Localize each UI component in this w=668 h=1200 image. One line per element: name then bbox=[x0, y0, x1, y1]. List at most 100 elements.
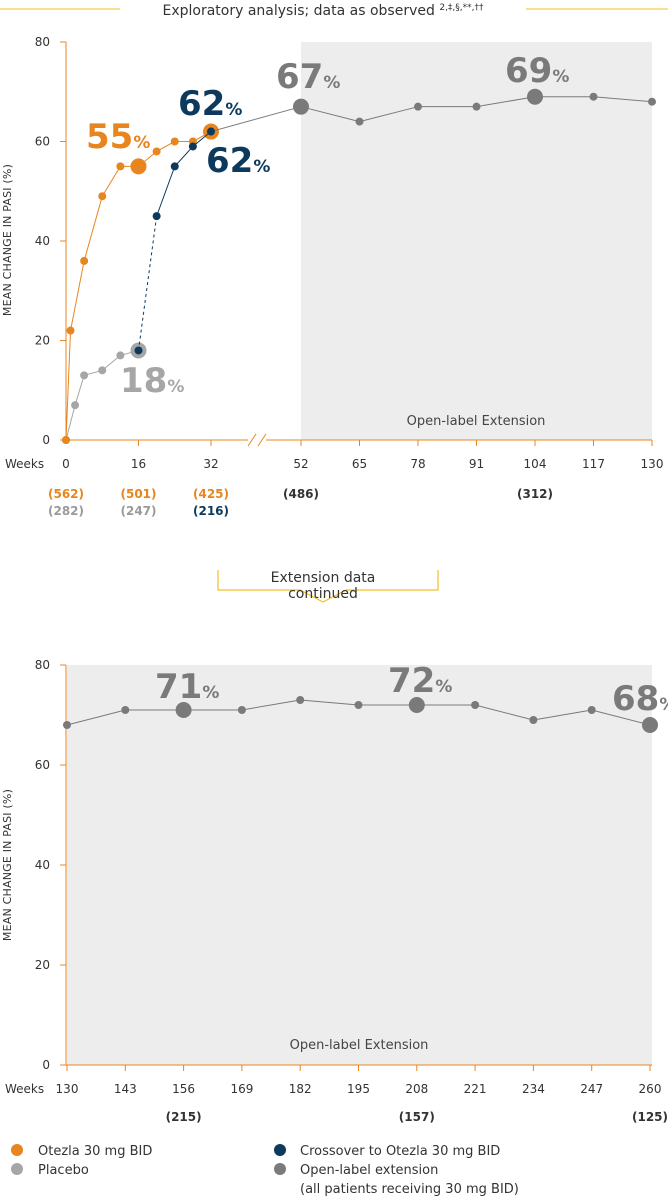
legend-label-otezla: Otezla 30 mg BID bbox=[38, 1144, 152, 1159]
x-tick-label-117: 117 bbox=[582, 457, 605, 471]
crossover-line-segment bbox=[138, 216, 158, 351]
x-tick-label-182: 182 bbox=[289, 1082, 312, 1096]
y-tick-label-60: 60 bbox=[35, 135, 50, 149]
crossover-point-wk24 bbox=[170, 162, 179, 171]
y-tick-label-80: 80 bbox=[35, 658, 50, 672]
placebo-point-wk8 bbox=[98, 366, 107, 375]
extension-point-wk221 bbox=[471, 701, 480, 709]
legend-swatch-extension bbox=[274, 1163, 286, 1175]
value-label-extension-wk104: 69% bbox=[505, 51, 569, 91]
x-tick-label-195: 195 bbox=[347, 1082, 370, 1096]
x-tick-label-91: 91 bbox=[469, 457, 484, 471]
value-label-crossover-wk32-below: 62% bbox=[206, 141, 270, 181]
extension-point-wk195 bbox=[354, 701, 363, 709]
x-tick-label-234: 234 bbox=[522, 1082, 545, 1096]
extension-point-wk130 bbox=[648, 97, 656, 106]
placebo-line-segment bbox=[65, 405, 76, 441]
otezla-point-wk1 bbox=[66, 326, 75, 335]
x-tick-label-52: 52 bbox=[293, 457, 308, 471]
y-tick-label-0: 0 bbox=[42, 433, 50, 447]
extension-line-segment bbox=[359, 106, 419, 123]
placebo-point-wk2 bbox=[71, 401, 80, 410]
value-label-crossover-wk32-above: 62% bbox=[178, 84, 242, 124]
x-tick-label-208: 208 bbox=[405, 1082, 428, 1096]
extension-continued-connector: Extension data continued bbox=[217, 570, 439, 603]
legend-swatch-crossover bbox=[274, 1144, 286, 1156]
chart-weeks-0-130: Open-label Extension 0 20 40 60 80 0 16 32 52 65 78… bbox=[1, 35, 663, 518]
x-tick-label-143: 143 bbox=[114, 1082, 137, 1096]
crossover-line-segment bbox=[174, 146, 194, 167]
x-tick-label-156: 156 bbox=[172, 1082, 195, 1096]
extension-line-segment bbox=[593, 96, 653, 103]
sample-size-extension-wk156: (215) bbox=[166, 1110, 202, 1124]
legend-label-extension: Open-label extension bbox=[300, 1163, 438, 1178]
extension-point-wk247 bbox=[587, 706, 596, 714]
extension-line-segment bbox=[476, 96, 536, 108]
sample-size-extension-wk208: (157) bbox=[399, 1110, 435, 1124]
y-tick-label-80: 80 bbox=[35, 35, 50, 49]
open-label-extension-region bbox=[67, 665, 652, 1065]
otezla-point-wk4 bbox=[80, 256, 89, 265]
extension-point-wk169 bbox=[237, 706, 246, 714]
continuation-label-line2: continued bbox=[288, 586, 358, 602]
sample-size-placebo-wk0: (282) bbox=[48, 504, 84, 518]
extension-line-segment bbox=[300, 699, 359, 706]
otezla-point-wk24 bbox=[170, 137, 179, 146]
open-label-extension-region bbox=[301, 42, 652, 440]
continuation-label-line1: Extension data bbox=[271, 570, 376, 586]
x-tick-label-260: 260 bbox=[639, 1082, 662, 1096]
otezla-point-wk8 bbox=[98, 192, 107, 201]
open-label-extension-label: Open-label Extension bbox=[407, 414, 546, 429]
extension-point-wk117 bbox=[589, 92, 598, 101]
y-tick-label-40: 40 bbox=[35, 234, 50, 248]
legend-label-crossover: Crossover to Otezla 30 mg BID bbox=[300, 1144, 500, 1159]
extension-point-wk65 bbox=[355, 117, 364, 126]
x-tick-label-78: 78 bbox=[410, 457, 425, 471]
x-tick-label-16: 16 bbox=[131, 457, 146, 471]
x-tick-label-247: 247 bbox=[580, 1082, 603, 1096]
extension-point-wk104 bbox=[527, 88, 543, 105]
otezla-point-wk12 bbox=[116, 162, 125, 171]
value-label-extension-wk208: 72% bbox=[388, 661, 452, 701]
crossover-point-wk16 bbox=[134, 346, 143, 355]
legend-label-placebo: Placebo bbox=[38, 1163, 89, 1178]
sample-size-otezla-wk32: (425) bbox=[193, 487, 229, 501]
legend-item-otezla: Otezla 30 mg BID bbox=[11, 1144, 152, 1159]
sample-size-extension-wk104: (312) bbox=[517, 487, 553, 501]
extension-point-wk260 bbox=[642, 717, 658, 733]
x-tick-label-104: 104 bbox=[524, 457, 547, 471]
sample-size-crossover-wk32: (216) bbox=[193, 504, 229, 518]
crossover-line-segment bbox=[156, 166, 176, 217]
otezla-line-segment bbox=[65, 330, 72, 441]
extension-point-wk78 bbox=[414, 102, 422, 111]
x-tick-label-65: 65 bbox=[352, 457, 367, 471]
x-tick-label-32: 32 bbox=[203, 457, 218, 471]
otezla-line-segment bbox=[70, 260, 85, 331]
value-label-extension-wk156: 71% bbox=[155, 667, 219, 707]
extension-line-segment bbox=[241, 699, 301, 711]
extension-point-wk156 bbox=[175, 702, 192, 718]
extension-point-wk182 bbox=[296, 696, 305, 704]
y-axis-title: MEAN CHANGE IN PASI (%) bbox=[1, 789, 14, 941]
value-label-otezla-wk16: 55% bbox=[86, 117, 150, 157]
legend-item-extension: Open-label extension (all patients receiv… bbox=[274, 1163, 519, 1197]
legend-swatch-placebo bbox=[11, 1163, 23, 1175]
figure-header: Exploratory analysis; data as observed 2… bbox=[0, 3, 668, 19]
open-label-extension-label: Open-label Extension bbox=[290, 1038, 429, 1053]
extension-line-segment bbox=[66, 709, 126, 726]
legend-label-extension-line2: (all patients receiving 30 mg BID) bbox=[300, 1182, 519, 1197]
sample-size-extension-wk52: (486) bbox=[283, 487, 319, 501]
x-axis-title: Weeks bbox=[5, 1082, 44, 1096]
extension-line-segment bbox=[533, 709, 592, 721]
placebo-line-segment bbox=[74, 375, 85, 406]
sample-size-extension-wk260: (125) bbox=[632, 1110, 668, 1124]
placebo-point-wk12 bbox=[116, 351, 125, 360]
extension-point-wk208 bbox=[408, 697, 425, 713]
y-tick-label-20: 20 bbox=[35, 958, 50, 972]
legend-item-crossover: Crossover to Otezla 30 mg BID bbox=[274, 1144, 500, 1159]
value-label-extension-wk52: 67% bbox=[276, 57, 340, 97]
otezla-line-segment bbox=[101, 166, 121, 197]
x-tick-label-221: 221 bbox=[464, 1082, 487, 1096]
extension-point-wk130 bbox=[63, 721, 71, 729]
